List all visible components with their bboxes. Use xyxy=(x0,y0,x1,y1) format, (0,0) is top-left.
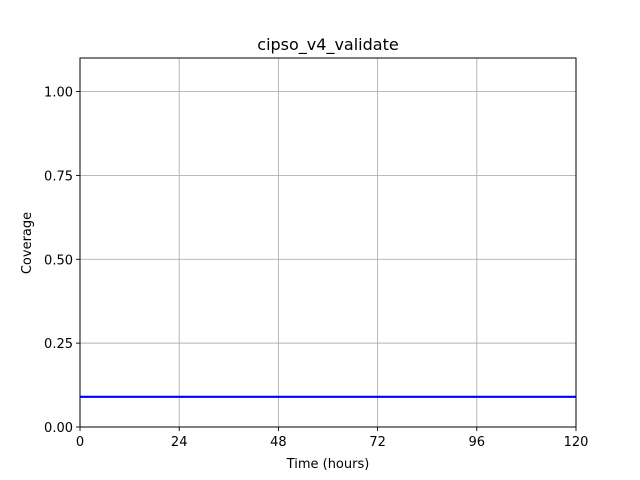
y-tick-label: 1.00 xyxy=(44,86,73,101)
y-axis-label: Coverage xyxy=(20,212,35,274)
x-tick-label: 72 xyxy=(369,435,386,450)
x-axis: 0 24 48 72 96 120 xyxy=(76,427,589,450)
plot-frame xyxy=(79,57,577,428)
y-tick-label: 0.25 xyxy=(44,337,73,352)
grid-layer xyxy=(79,58,577,428)
y-tick-label: 0.50 xyxy=(44,253,73,268)
y-tick-label: 0.75 xyxy=(44,169,73,184)
x-tick-label: 120 xyxy=(564,435,589,450)
x-tick-label: 0 xyxy=(76,435,84,450)
y-axis: 0.00 0.25 0.50 0.75 1.00 xyxy=(44,86,80,436)
x-tick-label: 24 xyxy=(171,435,188,450)
y-tick-label: 0.00 xyxy=(44,421,73,436)
x-tick-label: 96 xyxy=(469,435,486,450)
x-axis-label: Time (hours) xyxy=(286,457,370,472)
chart-title: cipso_v4_validate xyxy=(257,35,398,55)
x-tick-label: 48 xyxy=(270,435,287,450)
